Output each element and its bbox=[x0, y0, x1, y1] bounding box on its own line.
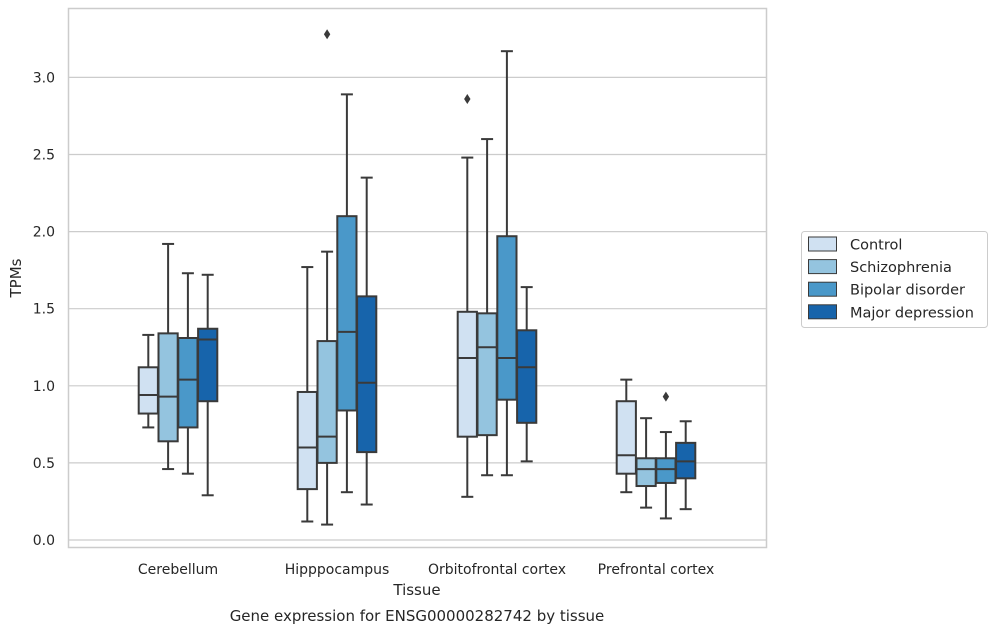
y-tick-labels: 0.0 0.5 1.0 1.5 2.0 2.5 3.0 bbox=[33, 70, 55, 549]
y-tick-label: 1.5 bbox=[33, 302, 55, 318]
box-body bbox=[197, 327, 219, 403]
box-0-3 bbox=[615, 378, 637, 494]
legend-swatch bbox=[808, 236, 837, 252]
x-tick-label: Orbitofrontal cortex bbox=[428, 562, 566, 578]
y-tick-label: 2.0 bbox=[33, 225, 55, 241]
box-body bbox=[496, 235, 518, 401]
box-body bbox=[456, 310, 478, 438]
box-3-1 bbox=[356, 176, 378, 506]
legend-label: Major depression bbox=[850, 305, 974, 321]
box-body bbox=[635, 457, 657, 488]
box-2-1 bbox=[336, 93, 358, 494]
x-axis-label: Tissue bbox=[392, 581, 440, 599]
outlier-point bbox=[323, 29, 331, 40]
box-0-2 bbox=[456, 93, 478, 498]
y-tick-label: 0.5 bbox=[33, 456, 55, 472]
outlier-point bbox=[464, 93, 471, 104]
box-1-2 bbox=[476, 138, 498, 477]
box-body bbox=[316, 340, 338, 464]
box-body bbox=[137, 366, 159, 415]
plot-frame bbox=[67, 7, 768, 549]
box-body bbox=[655, 457, 677, 484]
box-2-2 bbox=[496, 50, 518, 477]
box-1-0 bbox=[157, 242, 179, 471]
box-2-3 bbox=[655, 391, 677, 520]
box-body bbox=[296, 390, 318, 491]
box-body bbox=[476, 312, 498, 437]
box-1-1 bbox=[316, 29, 338, 526]
legend-label: Control bbox=[850, 238, 902, 254]
x-tick-label: Hipppocampus bbox=[285, 562, 390, 578]
box-body bbox=[356, 295, 378, 454]
x-tick-labels: Cerebellum Hipppocampus Orbitofrontal cort… bbox=[138, 562, 714, 578]
box-0-0 bbox=[137, 333, 159, 429]
legend-label: Schizophrenia bbox=[850, 260, 952, 276]
box-3-3 bbox=[675, 420, 697, 511]
outlier-point bbox=[662, 391, 670, 402]
y-tick-label: 1.0 bbox=[33, 379, 55, 395]
y-tick-label: 3.0 bbox=[33, 70, 55, 86]
box-groups bbox=[137, 29, 697, 526]
legend-frame bbox=[801, 231, 988, 328]
x-tick-label: Cerebellum bbox=[138, 562, 218, 578]
box-1-3 bbox=[635, 417, 657, 509]
legend-swatch bbox=[808, 259, 837, 275]
box-body bbox=[336, 215, 358, 412]
box-body bbox=[516, 329, 538, 424]
box-3-0 bbox=[197, 273, 219, 497]
x-tick-label: Prefrontal cortex bbox=[598, 562, 715, 578]
legend-swatch bbox=[808, 304, 837, 320]
box-body bbox=[157, 332, 179, 443]
legend: Control Schizophrenia Bipolar disorder Majo… bbox=[801, 231, 988, 328]
box-3-2 bbox=[516, 286, 538, 463]
y-tick-label: 0.0 bbox=[33, 533, 55, 549]
legend-label: Bipolar disorder bbox=[850, 283, 965, 299]
legend-swatch bbox=[808, 281, 837, 297]
box-body bbox=[177, 336, 199, 429]
y-axis-label: TPMs bbox=[7, 258, 25, 298]
box-0-1 bbox=[296, 266, 318, 523]
box-body bbox=[615, 400, 637, 475]
figure-caption: Gene expression for ENSG00000282742 by t… bbox=[230, 607, 605, 625]
y-tick-label: 2.5 bbox=[33, 148, 55, 164]
